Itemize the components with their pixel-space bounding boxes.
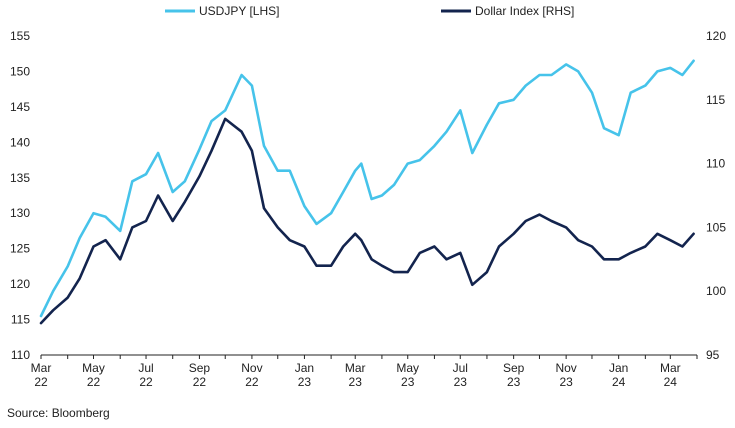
x-tick-label-month: Jan (609, 361, 628, 375)
x-tick-label-year: 23 (559, 375, 573, 389)
y-right-tick-label: 95 (706, 348, 720, 362)
y-left-tick-label: 120 (10, 277, 30, 291)
source-note: Source: Bloomberg (7, 406, 110, 420)
y-left-tick-label: 135 (10, 171, 30, 185)
y-right-tick-label: 110 (706, 157, 725, 171)
legend-label: USDJPY [LHS] (199, 4, 279, 18)
x-tick-label-year: 22 (87, 375, 101, 389)
legend: USDJPY [LHS] Dollar Index [RHS] (165, 4, 574, 18)
x-tick-label-month: Mar (345, 361, 366, 375)
series-line-usdjpy (39, 59, 695, 318)
y-left-tick-label: 140 (10, 135, 30, 149)
series-line-dollar-index (39, 117, 695, 325)
x-tick-label-year: 24 (612, 375, 626, 389)
x-tick-label-month: Mar (31, 361, 52, 375)
x-tick-label-month: Mar (660, 361, 681, 375)
x-tick-label-year: 22 (34, 375, 48, 389)
x-tick-label-year: 23 (454, 375, 468, 389)
y-right-tick-label: 115 (706, 93, 725, 107)
x-tick-label-month: Nov (555, 361, 576, 375)
x-tick-label-year: 23 (298, 375, 312, 389)
legend-label: Dollar Index [RHS] (475, 4, 574, 18)
x-tick-label-year: 22 (193, 375, 207, 389)
y-left-tick-label: 155 (10, 29, 30, 43)
x-tick-label-month: Jul (138, 361, 153, 375)
y-left-tick-label: 130 (10, 206, 30, 220)
x-tick-label-year: 23 (401, 375, 415, 389)
y-right-tick-label: 105 (706, 220, 726, 234)
x-tick-label-year: 22 (245, 375, 259, 389)
y-left-tick-label: 110 (11, 348, 30, 362)
x-tick-label-year: 22 (139, 375, 153, 389)
y-right-tick-label: 120 (706, 29, 726, 43)
x-tick-label-year: 24 (664, 375, 678, 389)
x-tick-label-month: Jan (295, 361, 314, 375)
x-tick-label-month: Nov (241, 361, 262, 375)
y-left-tick-label: 145 (10, 100, 30, 114)
y-left-tick-label: 115 (11, 313, 30, 327)
x-tick-label-year: 23 (507, 375, 521, 389)
y-left-tick-label: 125 (10, 242, 30, 256)
x-tick-label-month: Sep (189, 361, 211, 375)
y-right-tick-label: 100 (706, 284, 726, 298)
x-tick-label-month: May (82, 361, 105, 375)
plot-area (39, 59, 695, 325)
x-tick-label-month: Jul (453, 361, 468, 375)
axes: Mar22May22Jul22Sep22Nov22Jan23Mar23May23… (10, 29, 726, 389)
x-tick-label-month: Sep (503, 361, 525, 375)
x-tick-label-year: 23 (349, 375, 363, 389)
x-tick-label-month: May (396, 361, 419, 375)
y-left-tick-label: 150 (10, 64, 30, 78)
